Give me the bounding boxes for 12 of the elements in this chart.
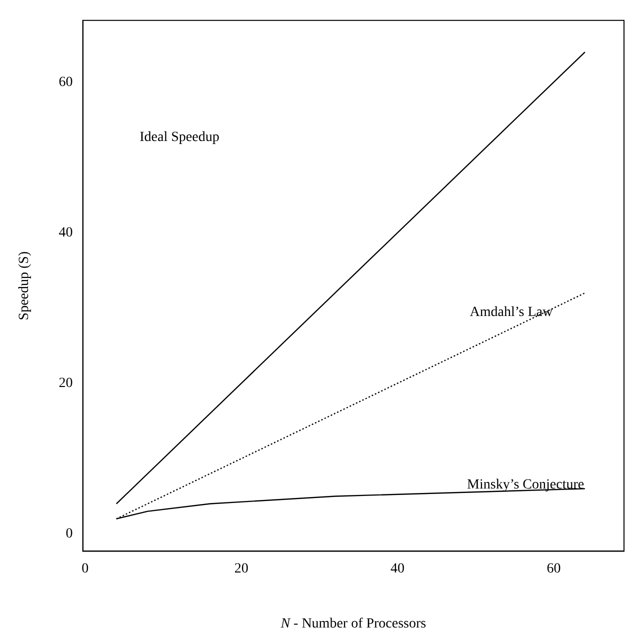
y-tick-label: 40: [58, 225, 73, 240]
series-label: Minsky’s Conjecture: [467, 478, 584, 493]
x-tick-label: 40: [390, 561, 405, 576]
x-tick-label: 60: [546, 561, 561, 576]
annotation: Ideal Speedup: [140, 130, 220, 145]
y-axis-title: Speedup (S): [17, 251, 32, 320]
x-tick-label: 0: [82, 561, 89, 576]
y-tick-label: 0: [66, 526, 73, 542]
x-axis-title: N - Number of Processors: [280, 616, 426, 632]
y-tick-label: 20: [58, 376, 73, 391]
x-tick-label: 20: [234, 561, 248, 576]
y-tick-label: 60: [58, 74, 73, 90]
